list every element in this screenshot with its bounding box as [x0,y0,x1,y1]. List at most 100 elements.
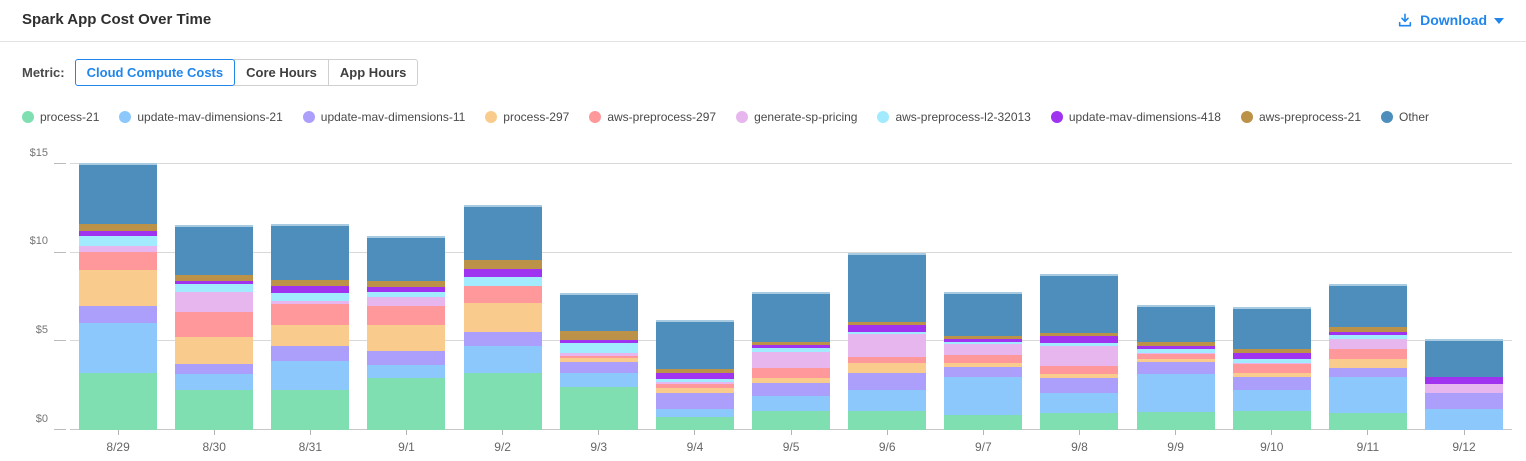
bar-segment-update-mav-dimensions-418[interactable] [752,344,831,349]
bar-segment-update-mav-dimensions-21[interactable] [1040,392,1119,413]
legend-item-update-mav-dimensions-418[interactable]: update-mav-dimensions-418 [1050,110,1221,124]
legend-item-aws-preprocess-297[interactable]: aws-preprocess-297 [589,110,716,124]
bar-segment-other[interactable] [1232,307,1311,350]
bar-segment-aws-preprocess-297[interactable] [559,355,638,358]
bar-segment-update-mav-dimensions-11[interactable] [1425,392,1504,410]
bar-segment-aws-preprocess-21[interactable] [655,369,734,373]
bar-segment-aws-preprocess-21[interactable] [848,321,927,325]
bar-segment-update-mav-dimensions-21[interactable] [1136,373,1215,412]
bar-segment-process-21[interactable] [1136,411,1215,430]
bar-segment-aws-preprocess-l2-32013[interactable] [175,284,254,292]
bar-segment-generate-sp-pricing[interactable] [1328,339,1407,350]
bar-segment-update-mav-dimensions-21[interactable] [848,389,927,411]
bar-segment-other[interactable] [752,291,831,342]
bar-segment-generate-sp-pricing[interactable] [271,301,350,304]
bar-segment-other[interactable] [367,236,446,282]
bar-segment-aws-preprocess-l2-32013[interactable] [1328,335,1407,340]
bar-segment-generate-sp-pricing[interactable] [175,291,254,313]
bar-segment-aws-preprocess-297[interactable] [367,305,446,325]
bar-segment-other[interactable] [463,204,542,260]
bar-segment-update-mav-dimensions-11[interactable] [79,306,158,324]
bar-segment-aws-preprocess-l2-32013[interactable] [559,343,638,354]
bar-segment-generate-sp-pricing[interactable] [1136,352,1215,355]
bar-segment-process-21[interactable] [1328,412,1407,430]
bar-segment-process-21[interactable] [848,410,927,430]
bar-segment-update-mav-dimensions-11[interactable] [463,332,542,346]
bar-segment-update-mav-dimensions-21[interactable] [1425,409,1504,430]
bar-segment-process-21[interactable] [271,389,350,430]
bar-segment-aws-preprocess-21[interactable] [559,330,638,340]
bar-segment-generate-sp-pricing[interactable] [1232,362,1311,364]
bar-segment-update-mav-dimensions-11[interactable] [367,350,446,365]
bar-segment-update-mav-dimensions-418[interactable] [271,286,350,294]
bar-segment-process-21[interactable] [1040,412,1119,430]
bar-segment-process-297[interactable] [1328,359,1407,369]
bar-segment-process-297[interactable] [271,324,350,346]
bar-segment-process-297[interactable] [175,337,254,364]
download-button[interactable]: Download [1397,12,1504,28]
bar-segment-process-21[interactable] [944,414,1023,430]
bar-segment-update-mav-dimensions-21[interactable] [175,374,254,390]
bar-segment-update-mav-dimensions-11[interactable] [752,383,831,396]
bar-segment-update-mav-dimensions-418[interactable] [1425,377,1504,384]
metric-option-app-hours[interactable]: App Hours [327,59,419,86]
bar-segment-aws-preprocess-21[interactable] [1136,341,1215,346]
bar-segment-update-mav-dimensions-11[interactable] [655,392,734,410]
bar-segment-update-mav-dimensions-21[interactable] [79,323,158,374]
bar-segment-other[interactable] [944,291,1023,336]
bar-segment-process-21[interactable] [655,416,734,430]
bar-segment-process-21[interactable] [175,389,254,430]
bar-segment-other[interactable] [79,163,158,225]
legend-item-update-mav-dimensions-21[interactable]: update-mav-dimensions-21 [119,110,283,124]
bar-segment-aws-preprocess-297[interactable] [655,383,734,389]
bar-segment-aws-preprocess-21[interactable] [271,279,350,287]
bar-segment-aws-preprocess-l2-32013[interactable] [848,331,927,335]
bar-segment-update-mav-dimensions-11[interactable] [1328,368,1407,378]
bar-segment-update-mav-dimensions-418[interactable] [1328,331,1407,336]
bar-segment-aws-preprocess-297[interactable] [175,312,254,338]
bar-segment-update-mav-dimensions-418[interactable] [1232,353,1311,360]
bar-segment-aws-preprocess-297[interactable] [463,285,542,304]
bar-segment-process-21[interactable] [1232,410,1311,430]
bar-segment-aws-preprocess-21[interactable] [1328,327,1407,332]
bar-segment-update-mav-dimensions-21[interactable] [944,377,1023,415]
bar-segment-process-297[interactable] [752,378,831,384]
bar-segment-process-297[interactable] [367,324,446,351]
bar-segment-update-mav-dimensions-11[interactable] [271,345,350,361]
legend-item-update-mav-dimensions-11[interactable]: update-mav-dimensions-11 [302,110,465,124]
bar-segment-aws-preprocess-l2-32013[interactable] [752,348,831,352]
bar-segment-process-21[interactable] [367,378,446,430]
bar-segment-process-297[interactable] [79,270,158,307]
bar-segment-process-21[interactable] [463,372,542,430]
bar-segment-aws-preprocess-21[interactable] [1232,349,1311,354]
legend-item-process-297[interactable]: process-297 [485,110,569,124]
bar-segment-update-mav-dimensions-11[interactable] [1232,377,1311,390]
bar-segment-process-21[interactable] [559,386,638,430]
metric-option-core-hours[interactable]: Core Hours [234,59,329,86]
bar-segment-aws-preprocess-297[interactable] [1328,349,1407,360]
bar-segment-aws-preprocess-l2-32013[interactable] [1040,342,1119,346]
bar-segment-update-mav-dimensions-418[interactable] [559,339,638,344]
bar-segment-update-mav-dimensions-21[interactable] [752,395,831,411]
bar-segment-process-297[interactable] [559,357,638,362]
bar-segment-aws-preprocess-297[interactable] [1040,366,1119,374]
bar-segment-update-mav-dimensions-418[interactable] [175,281,254,285]
bar-segment-aws-preprocess-21[interactable] [463,259,542,269]
bar-segment-update-mav-dimensions-418[interactable] [367,287,446,292]
bar-segment-aws-preprocess-297[interactable] [1136,354,1215,360]
metric-option-cloud-compute-costs[interactable]: Cloud Compute Costs [74,59,236,86]
bar-segment-aws-preprocess-297[interactable] [1232,363,1311,373]
bar-segment-aws-preprocess-21[interactable] [367,281,446,288]
bar-segment-update-mav-dimensions-418[interactable] [1136,346,1215,350]
bar-segment-update-mav-dimensions-418[interactable] [1040,335,1119,343]
bar-segment-other[interactable] [1136,304,1215,342]
bar-segment-generate-sp-pricing[interactable] [79,245,158,253]
bar-segment-aws-preprocess-l2-32013[interactable] [367,291,446,298]
bar-segment-aws-preprocess-297[interactable] [944,355,1023,363]
legend-item-generate-sp-pricing[interactable]: generate-sp-pricing [736,110,857,124]
bar-segment-generate-sp-pricing[interactable] [752,351,831,369]
bar-segment-update-mav-dimensions-418[interactable] [463,268,542,277]
bar-segment-aws-preprocess-297[interactable] [752,368,831,379]
bar-segment-aws-preprocess-l2-32013[interactable] [463,276,542,286]
bar-segment-update-mav-dimensions-11[interactable] [559,361,638,373]
